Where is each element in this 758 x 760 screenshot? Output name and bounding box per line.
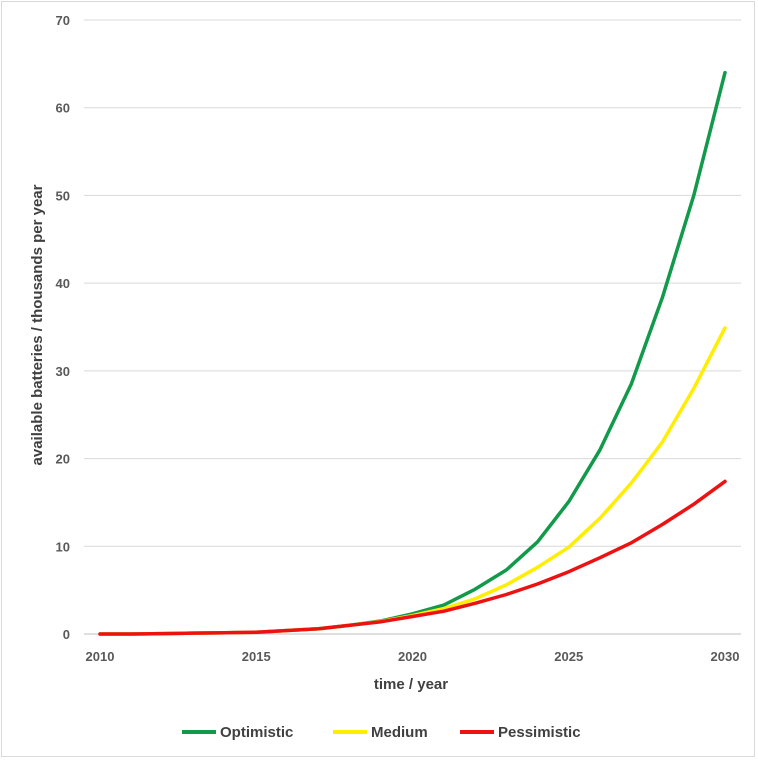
series-line-pessimistic <box>98 479 727 636</box>
y-tick-label: 30 <box>56 364 70 379</box>
y-tick-label: 10 <box>56 539 70 554</box>
x-tick-label: 2020 <box>398 649 427 664</box>
gridlines <box>84 19 741 635</box>
x-tick-label: 2030 <box>711 649 740 664</box>
x-tick-label: 2010 <box>86 649 115 664</box>
series-line-medium <box>98 326 727 636</box>
x-tick-label: 2025 <box>554 649 583 664</box>
y-tick-label: 60 <box>56 101 70 116</box>
y-tick-label: 0 <box>63 627 70 642</box>
x-axis-title: time / year <box>374 676 448 693</box>
series-line-optimistic <box>98 70 727 636</box>
x-tick-label: 2015 <box>242 649 271 664</box>
y-tick-label: 70 <box>56 13 70 28</box>
y-tick-label: 20 <box>56 452 70 467</box>
y-axis-ticks: 0 10 20 30 40 50 60 70 <box>56 13 70 642</box>
legend-label-optimistic: Optimistic <box>220 724 293 741</box>
legend-label-pessimistic: Pessimistic <box>498 724 581 741</box>
legend: Optimistic Medium Pessimistic <box>182 724 581 741</box>
y-tick-label: 40 <box>56 276 70 291</box>
x-axis-ticks: 2010 2015 2020 2025 2030 <box>86 649 740 664</box>
y-tick-label: 50 <box>56 188 70 203</box>
legend-label-medium: Medium <box>371 724 428 741</box>
y-axis-title: available batteries / thousands per year <box>29 184 46 465</box>
series-lines <box>98 70 727 636</box>
